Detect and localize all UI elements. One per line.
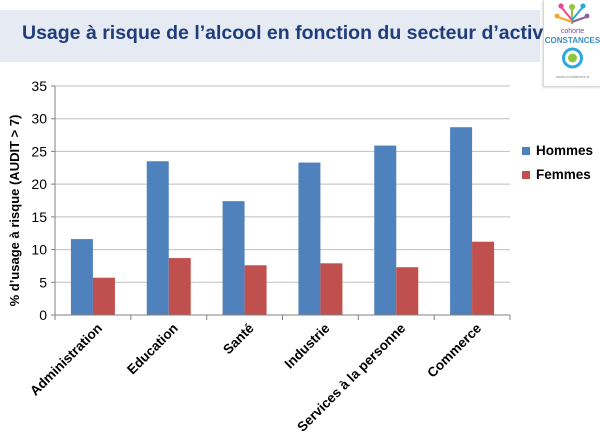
logo-url: www.constances.fr	[556, 74, 590, 79]
legend-swatch-hommes	[522, 147, 530, 155]
logo-line1: cohorte	[561, 28, 584, 35]
bar-hommes	[450, 127, 473, 315]
y-tick-label: 0	[39, 307, 47, 323]
constances-logo: cohorte CONSTANCES www.constances.fr	[543, 0, 600, 87]
bar-femmes	[320, 263, 343, 315]
x-tick-label: Administration	[27, 321, 105, 399]
y-tick-label: 20	[31, 176, 47, 192]
bar-hommes	[374, 145, 397, 315]
slide-title: Usage à risque de l’alcool en fonction d…	[22, 22, 566, 44]
bar-hommes	[70, 239, 93, 315]
legend-label: Hommes	[536, 143, 593, 158]
bar-femmes	[168, 258, 191, 315]
legend-label: Femmes	[536, 167, 591, 182]
y-axis-title: % d’usage à risque (AUDIT > 7)	[7, 115, 22, 307]
y-tick-label: 10	[31, 242, 47, 258]
bar-hommes	[222, 201, 245, 315]
bar-femmes	[244, 265, 267, 315]
x-tick-label: Commerce	[424, 320, 484, 380]
y-tick-label: 35	[31, 78, 47, 94]
y-tick-label: 30	[31, 111, 47, 127]
bar-femmes	[396, 267, 419, 315]
logo-tree-icon	[554, 3, 590, 24]
bar-hommes	[298, 162, 321, 315]
x-tick-label: Industrie	[282, 320, 333, 371]
x-tick-label: Santé	[220, 320, 257, 357]
y-tick-label: 25	[31, 143, 47, 159]
y-tick-label: 15	[31, 209, 47, 225]
x-tick-label: Education	[124, 321, 181, 378]
legend-swatch-femmes	[522, 171, 530, 179]
title-banner	[0, 10, 540, 62]
bar-hommes	[146, 161, 169, 315]
logo-line2: CONSTANCES	[545, 36, 600, 45]
logo-circle-icon	[562, 47, 583, 69]
bar-femmes	[92, 277, 115, 315]
bar-femmes	[472, 241, 495, 315]
y-tick-label: 5	[39, 274, 47, 290]
